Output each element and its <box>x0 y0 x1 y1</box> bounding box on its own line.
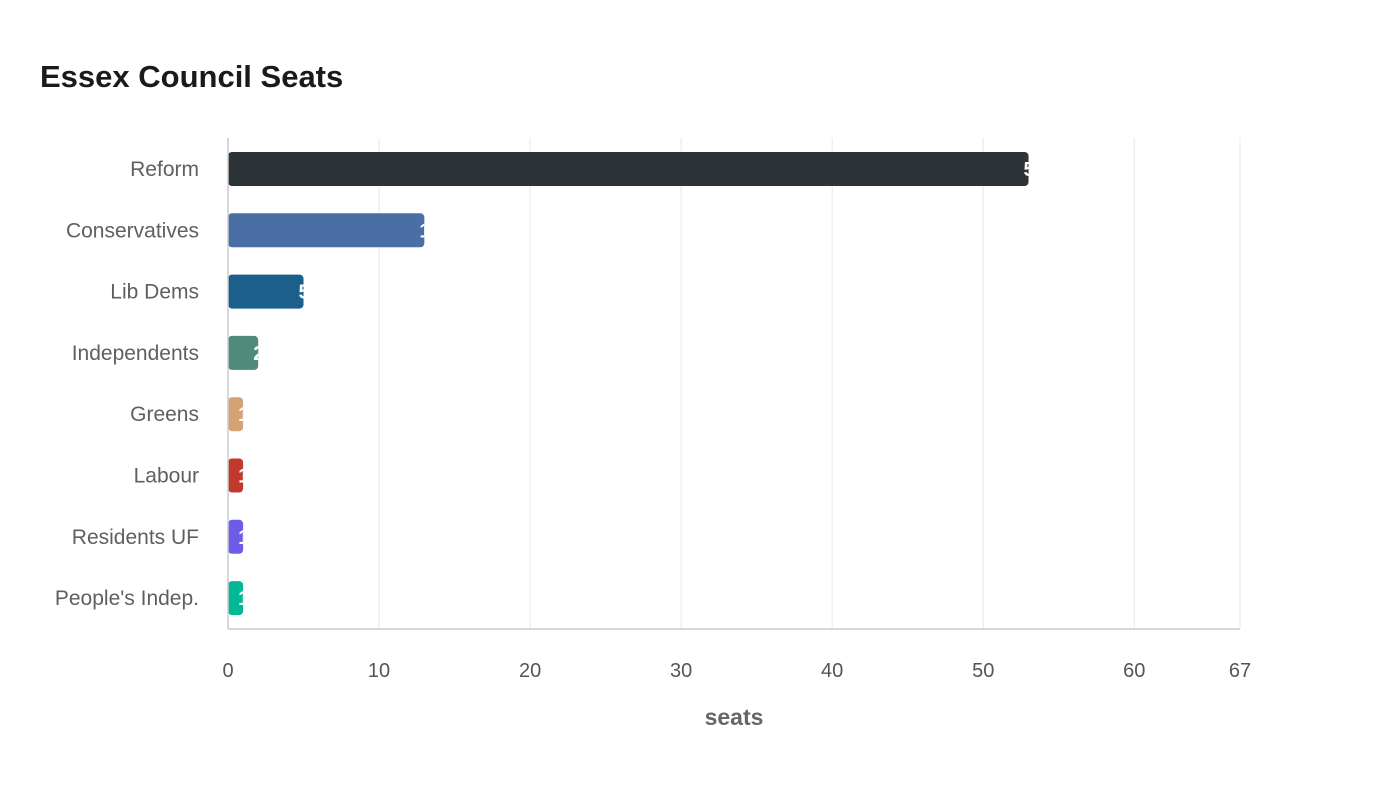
x-tick-label: 10 <box>368 660 390 682</box>
bar-people-s-indep[interactable] <box>228 581 244 616</box>
bar-value-label: 1 <box>238 527 249 549</box>
bar-value-label: 13 <box>419 220 441 242</box>
y-category-label: Residents UF <box>72 526 199 549</box>
bar-lib-dems[interactable] <box>228 274 304 309</box>
chart-title: Essex Council Seats <box>40 59 344 94</box>
bar-value-label: 53 <box>1024 159 1046 181</box>
bar-labour[interactable] <box>228 458 244 493</box>
y-category-label: People's Indep. <box>55 587 199 610</box>
x-tick-label: 50 <box>972 660 994 682</box>
gridlines <box>378 138 1241 629</box>
bar-value-label: 1 <box>238 466 249 488</box>
bar-reform[interactable] <box>228 152 1029 186</box>
bar-value-label: 1 <box>238 588 249 610</box>
bars: 53 13 5 2 1 1 1 1 <box>228 152 1046 616</box>
bar-value-label: 2 <box>253 343 264 365</box>
bar-residents-uf[interactable] <box>228 519 244 554</box>
bar-value-label: 1 <box>238 404 249 426</box>
y-category-label: Reform <box>130 158 199 181</box>
y-category-label: Independents <box>72 342 199 365</box>
bar-conservatives[interactable] <box>228 213 425 248</box>
bar-independents[interactable] <box>228 335 259 370</box>
bar-value-label: 5 <box>299 282 310 304</box>
x-tick-label: 20 <box>519 660 541 682</box>
axes: 0 10 20 30 40 50 60 67 Reform Conservatives Lib De… <box>55 138 1251 682</box>
x-tick-label: 30 <box>670 660 692 682</box>
x-tick-label: 60 <box>1123 660 1145 682</box>
y-category-label: Conservatives <box>66 219 199 242</box>
bar-greens[interactable] <box>228 397 244 432</box>
y-category-label: Lib Dems <box>110 281 199 304</box>
x-tick-label: 0 <box>222 660 233 682</box>
x-tick-label: 40 <box>821 660 843 682</box>
y-category-label: Labour <box>134 465 199 488</box>
x-axis-title: seats <box>705 704 764 730</box>
y-category-label: Greens <box>130 403 199 426</box>
x-tick-label: 67 <box>1229 660 1251 682</box>
